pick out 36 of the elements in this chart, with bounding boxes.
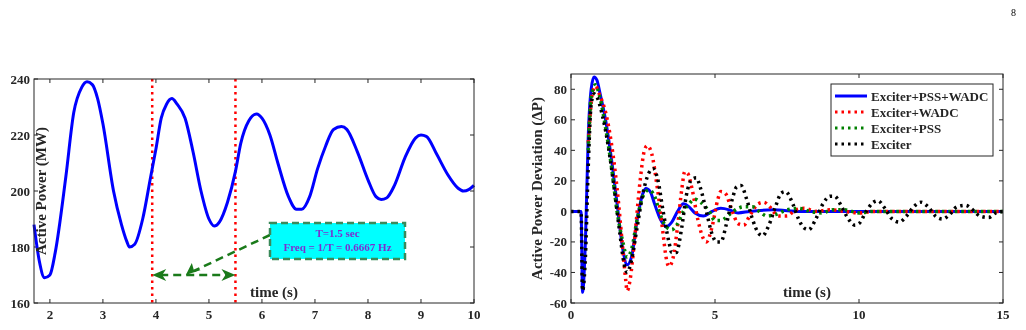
annotation: T=1.5 sec <box>315 227 360 239</box>
y-tick-label: 0 <box>560 203 567 219</box>
y-tick-label: 200 <box>10 183 30 199</box>
y-axis-title: Active Power Deviation (ΔP) <box>529 97 546 280</box>
x-tick-label: 9 <box>417 307 425 322</box>
x-tick-label: 6 <box>258 307 266 322</box>
y-axis-title: Active Power (MW) <box>33 127 50 255</box>
y-tick-label: 80 <box>554 81 567 97</box>
annotation: Freq = 1/T = 0.6667 Hz <box>283 241 392 253</box>
y-tick-label: -60 <box>549 295 567 311</box>
x-tick-label: 10 <box>467 307 481 322</box>
x-tick-label: 4 <box>152 307 160 322</box>
x-tick-label: 5 <box>711 307 719 322</box>
x-tick-label: 15 <box>996 307 1010 322</box>
y-tick-label: 240 <box>10 71 30 87</box>
y-tick-label: 220 <box>10 127 30 143</box>
y-tick-label: 60 <box>554 112 567 128</box>
x-axis-title: time (s) <box>783 284 831 301</box>
y-tick-label: 20 <box>554 173 567 189</box>
y-tick-label: 40 <box>554 142 567 158</box>
y-tick-label: 180 <box>10 239 30 255</box>
legend-label: Exciter <box>871 136 912 152</box>
y-tick-label: -20 <box>549 234 567 250</box>
x-tick-label: 5 <box>205 307 213 322</box>
legend-label: Exciter+PSS+WADC <box>871 88 989 104</box>
text: 8 <box>1011 7 1016 18</box>
x-axis-title: time (s) <box>250 284 298 301</box>
x-tick-label: 2 <box>46 307 54 322</box>
x-tick-label: 8 <box>364 307 372 322</box>
y-tick-label: 160 <box>10 295 30 311</box>
x-tick-label: 7 <box>311 307 319 322</box>
x-tick-label: 10 <box>852 307 866 322</box>
y-tick-label: -40 <box>549 264 567 280</box>
legend-label: Exciter+WADC <box>871 104 959 120</box>
x-tick-label: 3 <box>99 307 107 322</box>
legend-label: Exciter+PSS <box>871 120 942 136</box>
